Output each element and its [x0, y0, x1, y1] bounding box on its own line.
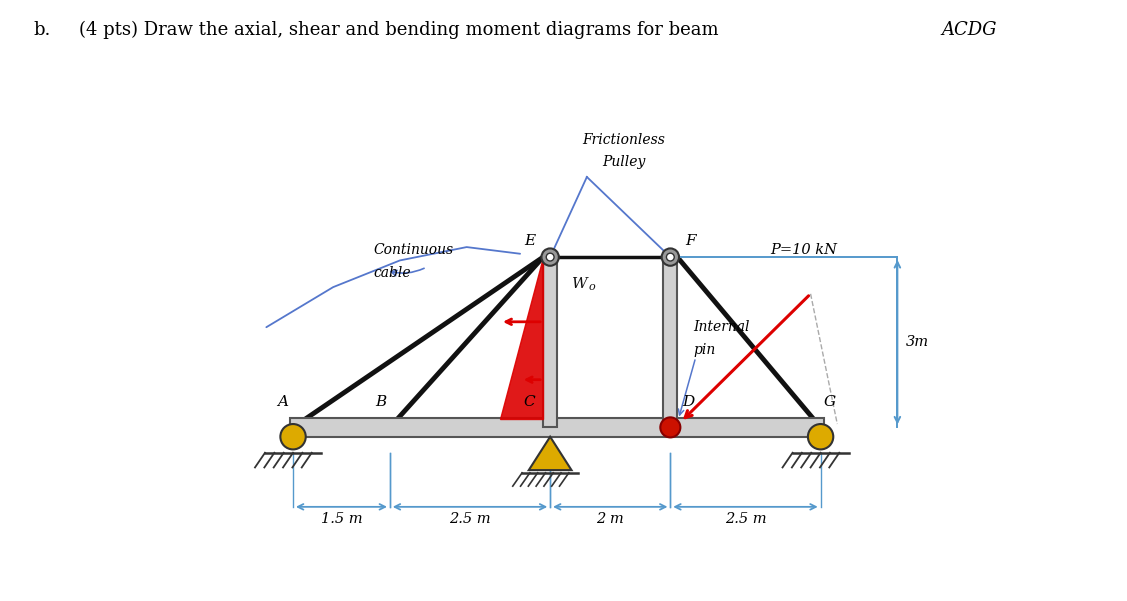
Circle shape	[666, 253, 674, 261]
Text: Continuous: Continuous	[373, 243, 453, 257]
Text: Frictionless: Frictionless	[583, 133, 665, 147]
Text: 2.5 m: 2.5 m	[725, 512, 766, 526]
Text: b.: b.	[34, 21, 51, 39]
Bar	[290, 418, 824, 437]
Circle shape	[662, 248, 680, 266]
Text: 2.5 m: 2.5 m	[450, 512, 491, 526]
Circle shape	[541, 248, 559, 266]
Text: Internal: Internal	[694, 320, 751, 334]
Text: G: G	[824, 395, 836, 409]
Text: P=10 kN: P=10 kN	[771, 243, 837, 257]
Text: D: D	[682, 395, 694, 409]
Bar	[664, 257, 677, 427]
Text: 3m: 3m	[905, 335, 929, 349]
Circle shape	[281, 424, 305, 450]
Text: pin: pin	[694, 343, 716, 357]
Circle shape	[547, 253, 554, 261]
Text: A: A	[277, 395, 289, 409]
Text: ACDG: ACDG	[941, 21, 996, 39]
Circle shape	[808, 424, 833, 450]
Text: F: F	[685, 234, 695, 248]
Text: B: B	[375, 395, 387, 409]
Text: Pulley: Pulley	[602, 155, 646, 169]
Polygon shape	[529, 437, 571, 470]
Text: 2 m: 2 m	[596, 512, 624, 526]
Text: 1.5 m: 1.5 m	[321, 512, 362, 526]
Text: C: C	[524, 395, 535, 409]
Text: E: E	[524, 234, 535, 248]
Text: o: o	[589, 282, 596, 293]
Bar	[543, 257, 557, 427]
Polygon shape	[499, 257, 543, 419]
Text: (4 pts) Draw the axial, shear and bending moment diagrams for beam: (4 pts) Draw the axial, shear and bendin…	[79, 21, 725, 39]
Text: W: W	[571, 277, 587, 291]
Circle shape	[660, 417, 681, 438]
Text: cable: cable	[373, 266, 411, 281]
